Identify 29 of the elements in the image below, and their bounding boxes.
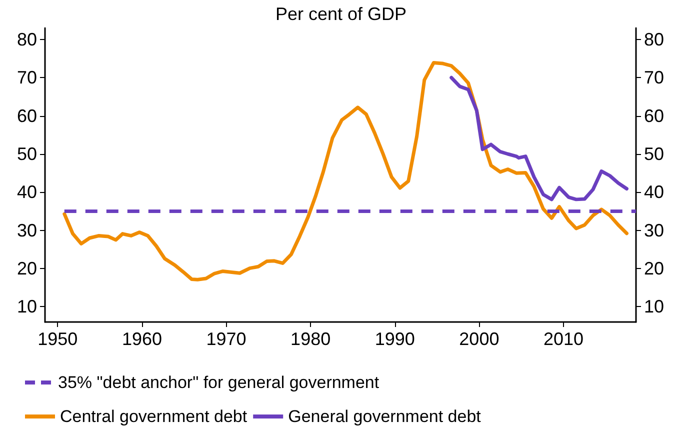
y-tick-label: 70 [16,68,37,88]
y-tick-label: 10 [16,296,37,317]
x-tick-label: 1990 [374,329,415,349]
legend-label: Central government debt [60,407,248,426]
y2-tick-label: 20 [644,258,664,279]
line-series [450,76,628,202]
y2-tick-label: 30 [644,220,664,240]
y2-tick-label: 80 [644,29,664,50]
y2-tick-label: 60 [644,106,664,126]
x-tick-label: 1980 [290,329,331,349]
y-tick-label: 40 [16,182,37,202]
legend-label: 35% "debt anchor" for general government [58,373,380,392]
y-tick-label: 30 [16,220,37,240]
line-series [62,60,628,282]
y-tick-label: 60 [16,106,37,126]
chart-title: Per cent of GDP [275,4,407,24]
x-tick-label: 2000 [459,329,500,349]
y-tick-label: 50 [16,144,37,164]
legend-label: General government debt [288,407,482,426]
y-tick-label: 20 [16,258,37,279]
x-tick-label: 1960 [122,329,162,349]
y2-tick-label: 10 [644,296,664,317]
x-tick-label: 2010 [543,329,584,349]
y2-tick-label: 40 [644,182,664,202]
x-tick-label: 1950 [38,329,78,349]
y2-tick-label: 50 [644,144,664,164]
y-tick-label: 80 [16,29,37,50]
y2-tick-label: 70 [644,68,664,88]
x-tick-label: 1970 [206,329,246,349]
